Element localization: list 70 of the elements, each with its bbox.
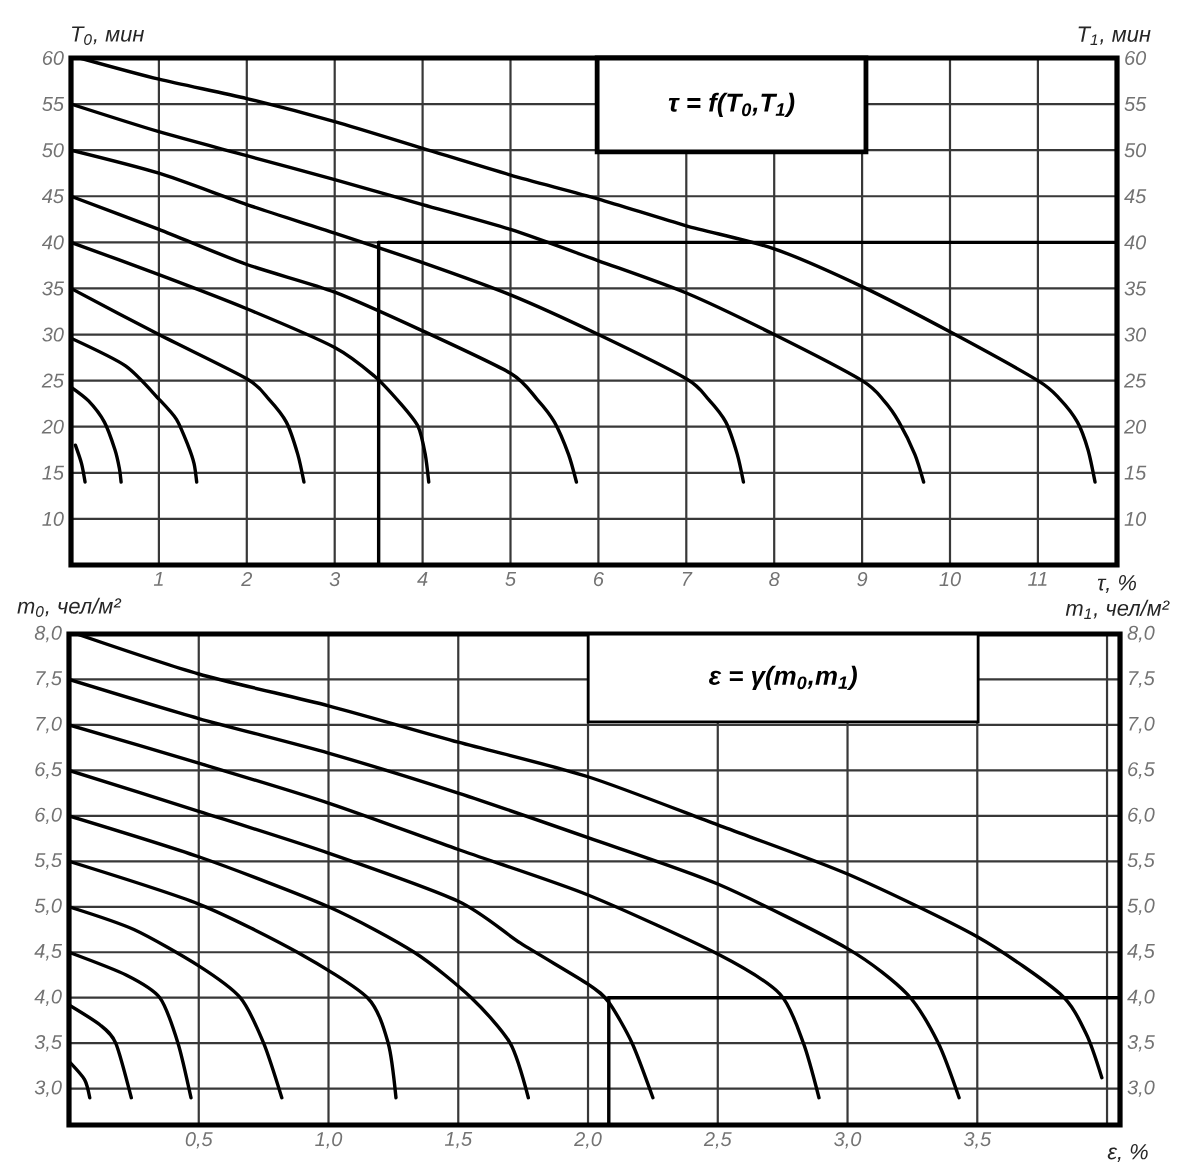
x-tick-label: 3 [329, 572, 341, 587]
y2-tick-label: 20 [1123, 419, 1147, 434]
y2-tick-label: 3,0 [1127, 1080, 1155, 1097]
y2-axis-title: m$_{1}$, чел/м² [1065, 599, 1170, 619]
y2-tick-label: 7,0 [1129, 716, 1155, 734]
y2-tick-label: 55 [1124, 97, 1147, 112]
y-tick-label: 5,5 [34, 853, 62, 870]
y-tick-label: 20 [41, 419, 64, 434]
x-tick-label: 2 [241, 572, 253, 586]
y-tick-label: 15 [42, 465, 64, 480]
x-tick-label: 4 [417, 572, 428, 586]
y2-tick-label: 15 [1124, 465, 1147, 480]
y2-tick-label: 50 [1124, 143, 1147, 158]
x-tick-label: 6 [593, 572, 604, 587]
y2-tick-label: 5,5 [1127, 853, 1155, 870]
y-axis-title: m$_{0}$, чел/м² [17, 597, 122, 617]
y-tick-label: 8,0 [34, 625, 62, 643]
y2-tick-label: 8,0 [1127, 625, 1155, 643]
y-tick-label: 45 [41, 189, 64, 204]
x-tick-label: 2,0 [574, 1132, 602, 1149]
y-tick-label: 4,5 [34, 944, 62, 961]
y2-tick-label: 10 [1124, 511, 1147, 526]
x-tick-label: 5 [505, 572, 517, 586]
y-tick-label: 50 [42, 143, 64, 158]
y2-tick-label: 6,5 [1128, 762, 1155, 779]
y-tick-label: 3,5 [34, 1034, 62, 1052]
x-tick-label: 1,5 [444, 1132, 473, 1149]
y-tick-label: 7,5 [36, 671, 62, 688]
y2-tick-label: 35 [1124, 281, 1147, 296]
y-tick-label: 4,0 [34, 989, 62, 1006]
y2-tick-label: 3,5 [1127, 1034, 1155, 1052]
x-tick-label: 10 [939, 572, 961, 587]
x-tick-label: 1,0 [315, 1132, 343, 1149]
y2-tick-label: 5,0 [1127, 898, 1155, 916]
y-axis-title: T$_{0}$, мин [72, 26, 144, 45]
x-tick-label: 1 [153, 572, 163, 586]
x-tick-label: 7 [682, 572, 693, 586]
y2-tick-label: 6,0 [1128, 807, 1155, 825]
y2-tick-label: 30 [1124, 327, 1147, 342]
y-tick-label: 40 [41, 235, 64, 250]
x-axis-title: τ, % [1097, 575, 1136, 594]
x-tick-label: 3,5 [963, 1132, 992, 1149]
y-tick-label: 25 [41, 373, 64, 388]
x-axis-title: ε, % [1107, 1144, 1148, 1163]
y-tick-label: 5,0 [34, 898, 62, 916]
x-tick-label: 8 [769, 572, 780, 587]
y2-tick-label: 60 [1125, 50, 1147, 66]
y-tick-label: 10 [42, 511, 64, 526]
y-tick-label: 30 [42, 327, 64, 342]
x-tick-label: 2,5 [703, 1132, 732, 1149]
y-tick-label: 35 [42, 281, 64, 296]
y-tick-label: 6,0 [35, 807, 62, 825]
y2-tick-label: 25 [1123, 373, 1147, 388]
y-tick-label: 3,0 [34, 1080, 62, 1097]
x-tick-label: 11 [1028, 572, 1047, 586]
y2-tick-label: 4,5 [1127, 944, 1155, 961]
y2-tick-label: 7,5 [1129, 671, 1155, 688]
x-tick-label: 3,0 [834, 1132, 862, 1149]
y2-tick-label: 4,0 [1127, 989, 1155, 1006]
y-tick-label: 60 [42, 50, 64, 66]
y-tick-label: 6,5 [35, 762, 62, 779]
x-tick-label: 9 [857, 572, 868, 587]
y2-tick-label: 45 [1124, 189, 1147, 204]
y2-tick-label: 40 [1124, 235, 1147, 250]
y2-axis-title: T$_{1}$, мин [1078, 26, 1151, 45]
y-tick-label: 7,0 [36, 716, 62, 734]
annotation: ε = γ(m$_{0}$,m$_{1}$) [709, 665, 857, 691]
y-tick-label: 55 [42, 97, 64, 112]
x-tick-label: 0,5 [185, 1132, 213, 1149]
annotation: τ = f(T$_{0}$,T$_{1}$) [668, 92, 795, 117]
